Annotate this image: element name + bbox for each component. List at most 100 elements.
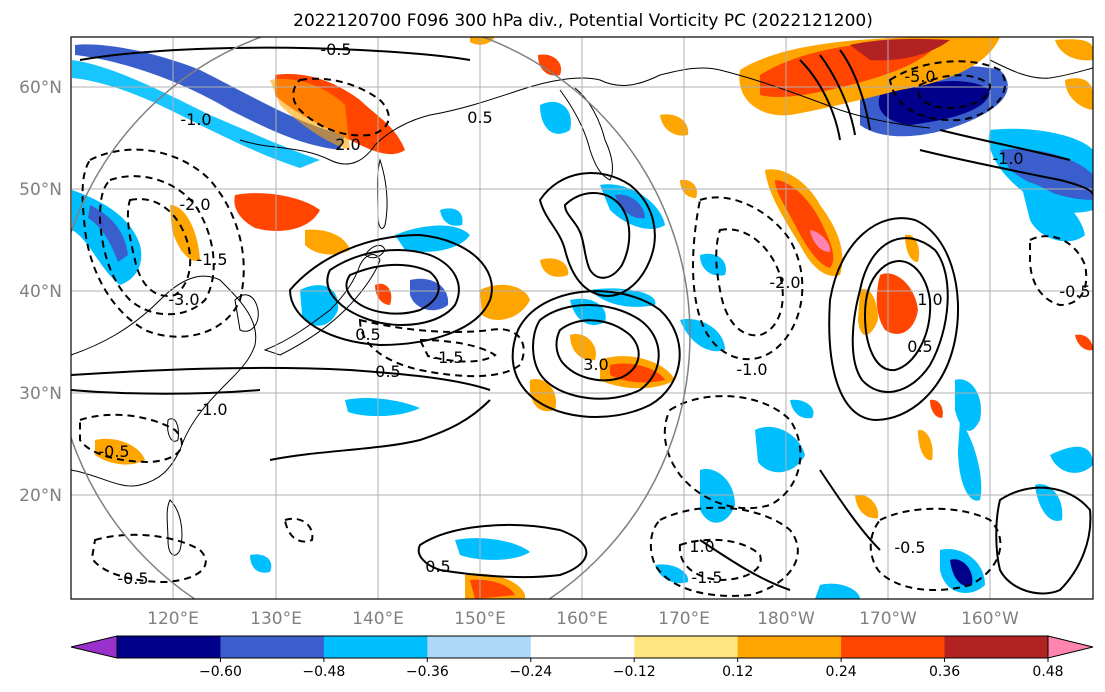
contour-line xyxy=(888,60,1006,122)
lon-label: 150°E xyxy=(454,609,506,629)
colorbar-segment xyxy=(737,636,842,658)
shade-pos-blob xyxy=(1065,78,1093,110)
shade-neg-blob xyxy=(395,225,470,252)
shade-neg-blob xyxy=(615,194,645,219)
contour-line xyxy=(269,399,491,461)
contour-line xyxy=(678,538,762,582)
colorbar-tick-label: 0.24 xyxy=(826,664,857,680)
contour-label: -3.0 xyxy=(168,290,199,309)
colorbar-segment xyxy=(944,636,1049,658)
shade-pos-blob xyxy=(855,494,879,519)
colorbar-segment xyxy=(323,636,428,658)
shade-pos-blob xyxy=(905,234,920,262)
contour-label: 0.5 xyxy=(355,325,380,344)
contour-label: -1.5 xyxy=(691,568,722,587)
lon-label: 130°E xyxy=(250,609,302,629)
contour-line xyxy=(869,507,1002,591)
shade-neg-blob xyxy=(790,399,814,419)
contour-label: -5.0 xyxy=(904,67,935,86)
shade-pos-blob xyxy=(810,230,831,252)
shade-pos-blob xyxy=(918,429,933,461)
contour-line xyxy=(511,290,681,418)
shade-neg-blob xyxy=(88,205,128,262)
contours-positive xyxy=(71,46,1093,595)
colorbar-tick-label: 0.12 xyxy=(722,664,753,680)
colorbar-segment xyxy=(841,636,946,658)
lat-label: 50°N xyxy=(19,180,62,200)
colorbar: −0.60 −0.48 −0.36 −0.24 −0.12 0.12 0.24 0.36 0.4… xyxy=(70,635,1094,680)
shade-pos-blob xyxy=(660,114,689,136)
shade-neg-blob xyxy=(75,44,345,150)
lon-label: 180°W xyxy=(757,609,815,629)
contour-line xyxy=(917,74,992,110)
shade-neg-blob xyxy=(815,583,860,599)
contour-label: -2.0 xyxy=(769,273,800,292)
shade-neg-blob xyxy=(250,554,272,573)
colorbar-tick-label: −0.24 xyxy=(509,664,552,680)
contour-line xyxy=(819,469,881,551)
coastlines xyxy=(71,59,1093,556)
contour-line xyxy=(288,233,493,347)
map-frame xyxy=(70,36,1094,600)
contour-label: -0.5 xyxy=(117,569,148,588)
shade-neg-blob xyxy=(955,379,981,431)
shade-pos-blob xyxy=(470,579,515,599)
shade-neg-blob xyxy=(1000,149,1093,200)
lat-label: 20°N xyxy=(19,486,62,506)
colorbar-segment xyxy=(427,636,532,658)
contour-line xyxy=(90,533,207,584)
colorbar-extend-max xyxy=(1047,635,1094,659)
shade-pos-blob xyxy=(170,205,200,261)
coastline-japan xyxy=(263,254,381,356)
contour-line xyxy=(563,192,631,279)
contour-line xyxy=(851,237,949,393)
coastline-kamchatka xyxy=(559,87,613,181)
shade-neg-blob xyxy=(455,538,530,560)
colorbar-tick-label: −0.48 xyxy=(302,664,345,680)
contour-line xyxy=(819,54,856,136)
shade-pos-blob xyxy=(850,38,950,61)
lon-label: 160°W xyxy=(961,609,1019,629)
contour-label: -1.0 xyxy=(180,110,211,129)
lat-label: 30°N xyxy=(19,384,62,404)
lat-label: 60°N xyxy=(19,78,62,98)
contour-line xyxy=(98,175,215,316)
shade-neg-blob xyxy=(958,420,982,501)
contour-line xyxy=(345,263,440,315)
contour-label: -1.0 xyxy=(196,400,227,419)
contour-line xyxy=(839,49,871,131)
contour-label: 1.0 xyxy=(689,537,714,556)
longitude-labels: 120°E 130°E 140°E 150°E 160°E 170°E 180°… xyxy=(147,609,1019,629)
contour-line xyxy=(126,198,192,297)
colorbar-segment xyxy=(634,636,739,658)
contour-line xyxy=(939,129,1071,161)
contour-line xyxy=(326,249,460,326)
colorbar-segment xyxy=(530,636,635,658)
coastline-alaska xyxy=(989,59,1093,79)
coastline-asia xyxy=(71,275,257,487)
coastline-russia-east xyxy=(239,67,721,165)
map-title: 2022120700 F096 300 hPa div., Potential … xyxy=(293,11,873,31)
contour-line xyxy=(1029,235,1088,307)
contour-label: -0.5 xyxy=(98,442,129,461)
coastline-aleutians xyxy=(719,69,931,129)
contour-line xyxy=(863,260,932,372)
contour-line xyxy=(692,196,804,361)
contour-line xyxy=(292,77,390,137)
colorbar-tick-label: 0.48 xyxy=(1032,664,1063,680)
contour-label: -1.0 xyxy=(736,360,767,379)
coastline-korea xyxy=(234,294,259,332)
lon-label: 170°W xyxy=(859,609,917,629)
contour-label: -2.0 xyxy=(179,195,210,214)
shade-pos-blob xyxy=(95,438,145,465)
contour-label: 0.5 xyxy=(375,362,400,381)
shade-neg-blob xyxy=(590,288,656,307)
colorbar-segments xyxy=(116,635,1049,659)
shade-pos-blob xyxy=(540,258,569,277)
contour-line xyxy=(555,319,640,382)
contour-line xyxy=(828,217,959,422)
shade-neg-blob xyxy=(878,80,990,125)
shade-neg-blob xyxy=(300,285,339,326)
shade-neg-blob xyxy=(345,397,420,417)
lon-label: 170°E xyxy=(658,609,710,629)
